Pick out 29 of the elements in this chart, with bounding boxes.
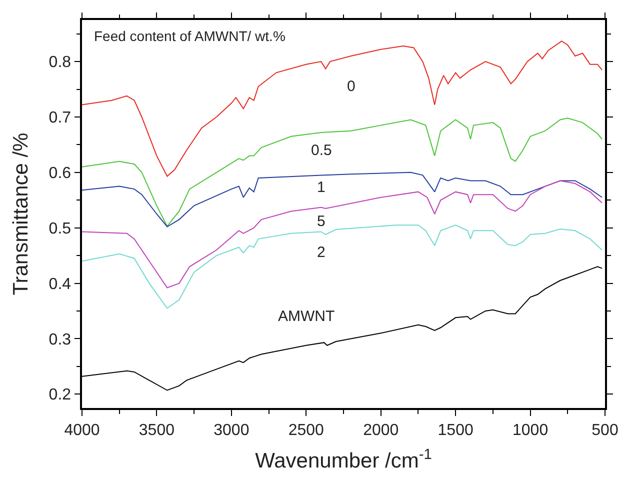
y-tick-label: 0.7 — [48, 110, 72, 127]
x-tick-label: 2000 — [363, 422, 399, 439]
series-label: 0.5 — [311, 142, 332, 159]
x-tick-label: 3500 — [138, 422, 175, 439]
x-tick-label: 4000 — [64, 422, 100, 439]
line-series — [82, 224, 603, 309]
line-series — [82, 172, 603, 228]
x-tick-label: 500 — [592, 422, 618, 439]
line-series — [82, 40, 603, 177]
y-tick-label: 0.4 — [48, 276, 72, 293]
y-axis-title: Transmittance /% — [9, 132, 32, 296]
y-tick-label: 0.2 — [48, 386, 72, 404]
series-label: 5 — [317, 213, 326, 230]
y-tick-label: 0.8 — [48, 54, 72, 72]
x-tick-label: 1000 — [512, 422, 548, 439]
x-tick-label: 3000 — [214, 422, 250, 439]
line-series — [82, 180, 603, 288]
x-tick-label: 2500 — [288, 422, 324, 439]
line-series — [82, 118, 603, 227]
y-tick-label: 0.6 — [48, 165, 72, 182]
x-axis-title: Wavenumber /cm$^{-1}$ — [255, 446, 432, 473]
series-label: 0 — [347, 78, 356, 95]
series-label: 2 — [317, 244, 326, 261]
y-tick-label: 0.3 — [48, 331, 72, 348]
y-tick-label: 0.5 — [48, 220, 72, 238]
annotation: Feed content of AMWNT/ wt.% — [94, 28, 286, 44]
x-tick-label: 1500 — [438, 422, 474, 439]
series-label: 1 — [317, 179, 326, 196]
series-label: AMWNT — [278, 308, 335, 325]
